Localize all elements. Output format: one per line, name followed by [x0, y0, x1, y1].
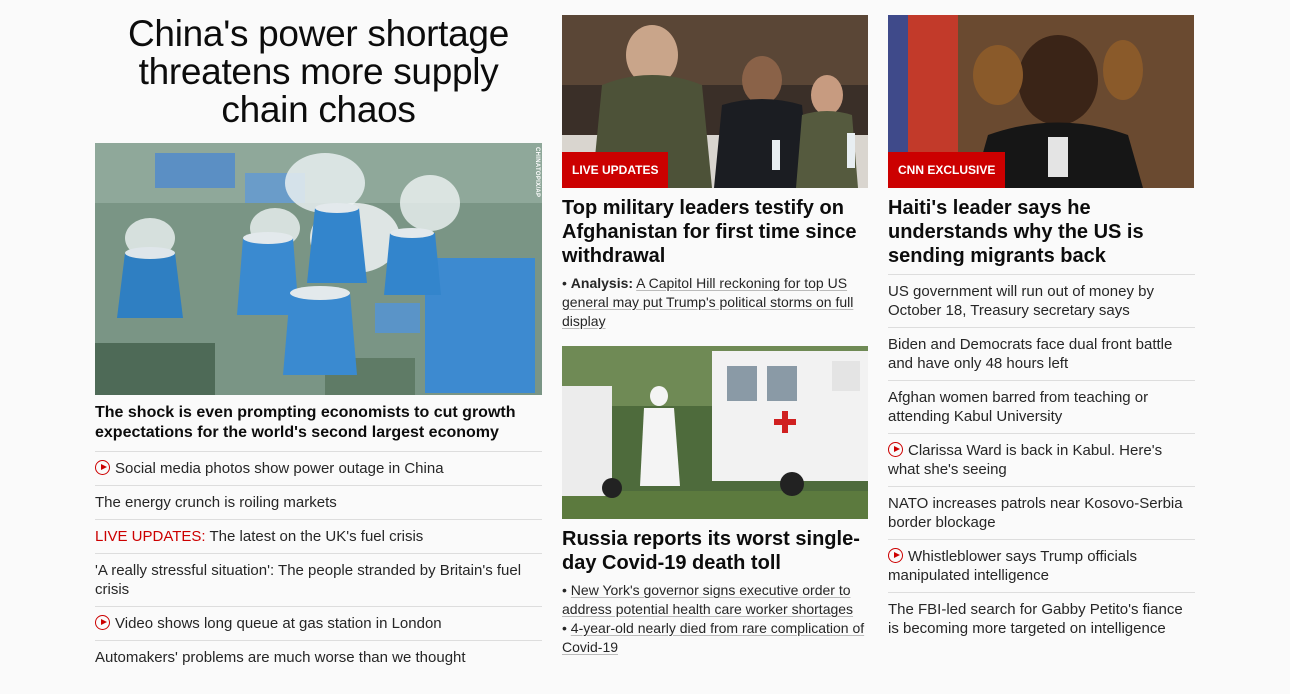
live-updates-label: LIVE UPDATES:	[95, 528, 206, 545]
play-icon	[95, 460, 110, 475]
military-hearing-image[interactable]: LIVE UPDATES	[562, 15, 868, 188]
military-card: LIVE UPDATES Top military leaders testif…	[562, 15, 868, 331]
live-updates-badge: LIVE UPDATES	[562, 152, 669, 188]
list-item[interactable]: Automakers' problems are much worse than…	[95, 641, 542, 674]
list-item-text: The FBI-led search for Gabby Petito's fi…	[888, 601, 1183, 637]
covid-headline[interactable]: Russia reports its worst single-day Covi…	[562, 528, 860, 574]
list-item-text: NATO increases patrols near Kosovo-Serbi…	[888, 495, 1183, 531]
ambulance-photo	[562, 346, 868, 519]
image-credit: CHINATOPIX/AP	[534, 147, 540, 198]
list-item[interactable]: The energy crunch is roiling markets	[95, 486, 542, 520]
analysis-text: A Capitol Hill reckoning for top US gene…	[562, 275, 854, 329]
list-item[interactable]: Afghan women barred from teaching or att…	[888, 381, 1195, 434]
covid-sub-text: New York's governor signs executive orde…	[562, 582, 854, 617]
list-item[interactable]: Video shows long queue at gas station in…	[95, 607, 542, 641]
list-item[interactable]: Clarissa Ward is back in Kabul. Here's w…	[888, 434, 1195, 487]
list-item-text: Biden and Democrats face dual front batt…	[888, 336, 1173, 372]
right-column: CNN EXCLUSIVE Haiti's leader says he und…	[888, 0, 1195, 645]
hero-column: China's power shortage threatens more su…	[95, 0, 542, 674]
hero-headline[interactable]: China's power shortage threatens more su…	[128, 13, 509, 130]
list-item-text: The latest on the UK's fuel crisis	[209, 528, 424, 545]
hero-related-list: Social media photos show power outage in…	[95, 452, 542, 674]
list-item-text: Afghan women barred from teaching or att…	[888, 389, 1149, 425]
list-item-text: Clarissa Ward is back in Kabul. Here's w…	[888, 442, 1163, 478]
list-item-text: 'A really stressful situation': The peop…	[95, 562, 522, 598]
list-item[interactable]: Whistleblower says Trump officials manip…	[888, 540, 1195, 593]
covid-card: Russia reports its worst single-day Covi…	[562, 346, 868, 657]
hero-image[interactable]: CHINATOPIX/AP	[95, 143, 542, 395]
analysis-link[interactable]: • Analysis: A Capitol Hill reckoning for…	[562, 275, 854, 329]
power-plant-illustration	[95, 143, 542, 395]
play-icon	[888, 548, 903, 563]
list-item[interactable]: US government will run out of money by O…	[888, 275, 1195, 328]
play-icon	[888, 442, 903, 457]
hero-lead[interactable]: The shock is even prompting economists t…	[95, 403, 542, 452]
covid-sub-text: 4-year-old nearly died from rare complic…	[562, 620, 865, 655]
list-item-text: US government will run out of money by O…	[888, 283, 1154, 319]
list-item-text: Social media photos show power outage in…	[115, 460, 444, 477]
covid-sub-link[interactable]: • 4-year-old nearly died from rare compl…	[562, 620, 865, 655]
list-item[interactable]: LIVE UPDATES: The latest on the UK's fue…	[95, 520, 542, 554]
covid-image[interactable]	[562, 346, 868, 519]
play-icon	[95, 615, 110, 630]
list-item-text: Automakers' problems are much worse than…	[95, 649, 466, 666]
list-item[interactable]: Biden and Democrats face dual front batt…	[888, 328, 1195, 381]
haiti-headline[interactable]: Haiti's leader says he understands why t…	[888, 196, 1195, 275]
middle-column: LIVE UPDATES Top military leaders testif…	[562, 0, 868, 657]
list-item[interactable]: 'A really stressful situation': The peop…	[95, 554, 542, 607]
analysis-label: Analysis:	[570, 275, 634, 291]
list-item[interactable]: Social media photos show power outage in…	[95, 452, 542, 486]
military-headline[interactable]: Top military leaders testify on Afghanis…	[562, 197, 857, 267]
list-item-text: Video shows long queue at gas station in…	[115, 615, 442, 632]
list-item[interactable]: The FBI-led search for Gabby Petito's fi…	[888, 593, 1195, 645]
cnn-exclusive-badge: CNN EXCLUSIVE	[888, 152, 1006, 188]
covid-sub-link[interactable]: • New York's governor signs executive or…	[562, 582, 854, 617]
haiti-image[interactable]: CNN EXCLUSIVE	[888, 15, 1194, 188]
list-item-text: The energy crunch is roiling markets	[95, 494, 337, 511]
list-item[interactable]: NATO increases patrols near Kosovo-Serbi…	[888, 487, 1195, 540]
right-headline-list: US government will run out of money by O…	[888, 275, 1195, 645]
list-item-text: Whistleblower says Trump officials manip…	[888, 548, 1137, 584]
